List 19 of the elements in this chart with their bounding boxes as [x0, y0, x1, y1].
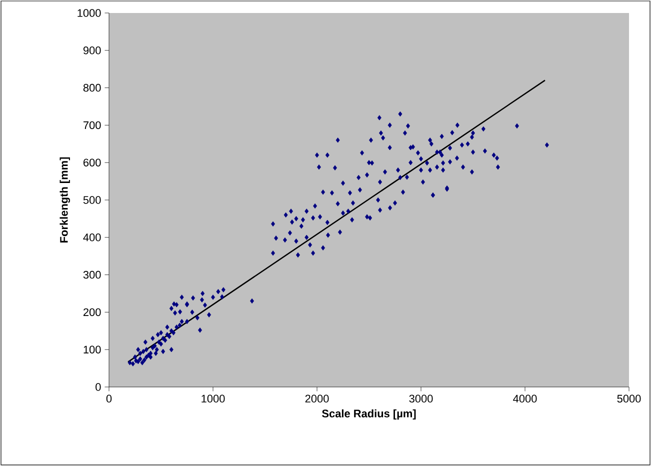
- y-tick-label: 1000: [78, 9, 101, 17]
- y-tick-label: 500: [83, 196, 101, 204]
- y-tick-label: 900: [83, 46, 101, 54]
- x-tick-label: 5000: [617, 394, 641, 403]
- y-tick-label: 300: [83, 270, 101, 279]
- x-tick-label: 1000: [202, 394, 225, 403]
- y-tick-label: 400: [83, 234, 101, 242]
- y-tick-label: 600: [84, 158, 101, 166]
- x-tick-label: 0: [106, 394, 112, 403]
- x-axis-title: Scale Radius [µm]: [322, 409, 416, 420]
- y-tick-label: 800: [83, 84, 101, 92]
- x-tick-label: 4000: [513, 394, 537, 403]
- x-tick-label: 3000: [409, 394, 433, 403]
- y-tick-label: 100: [84, 346, 101, 354]
- y-tick-label: 700: [84, 121, 101, 130]
- y-tick-label: 0: [96, 383, 101, 391]
- x-tick-label: 2000: [305, 394, 329, 403]
- y-tick-label: 200: [84, 308, 101, 316]
- y-axis-title: Forklength [mm]: [60, 157, 70, 242]
